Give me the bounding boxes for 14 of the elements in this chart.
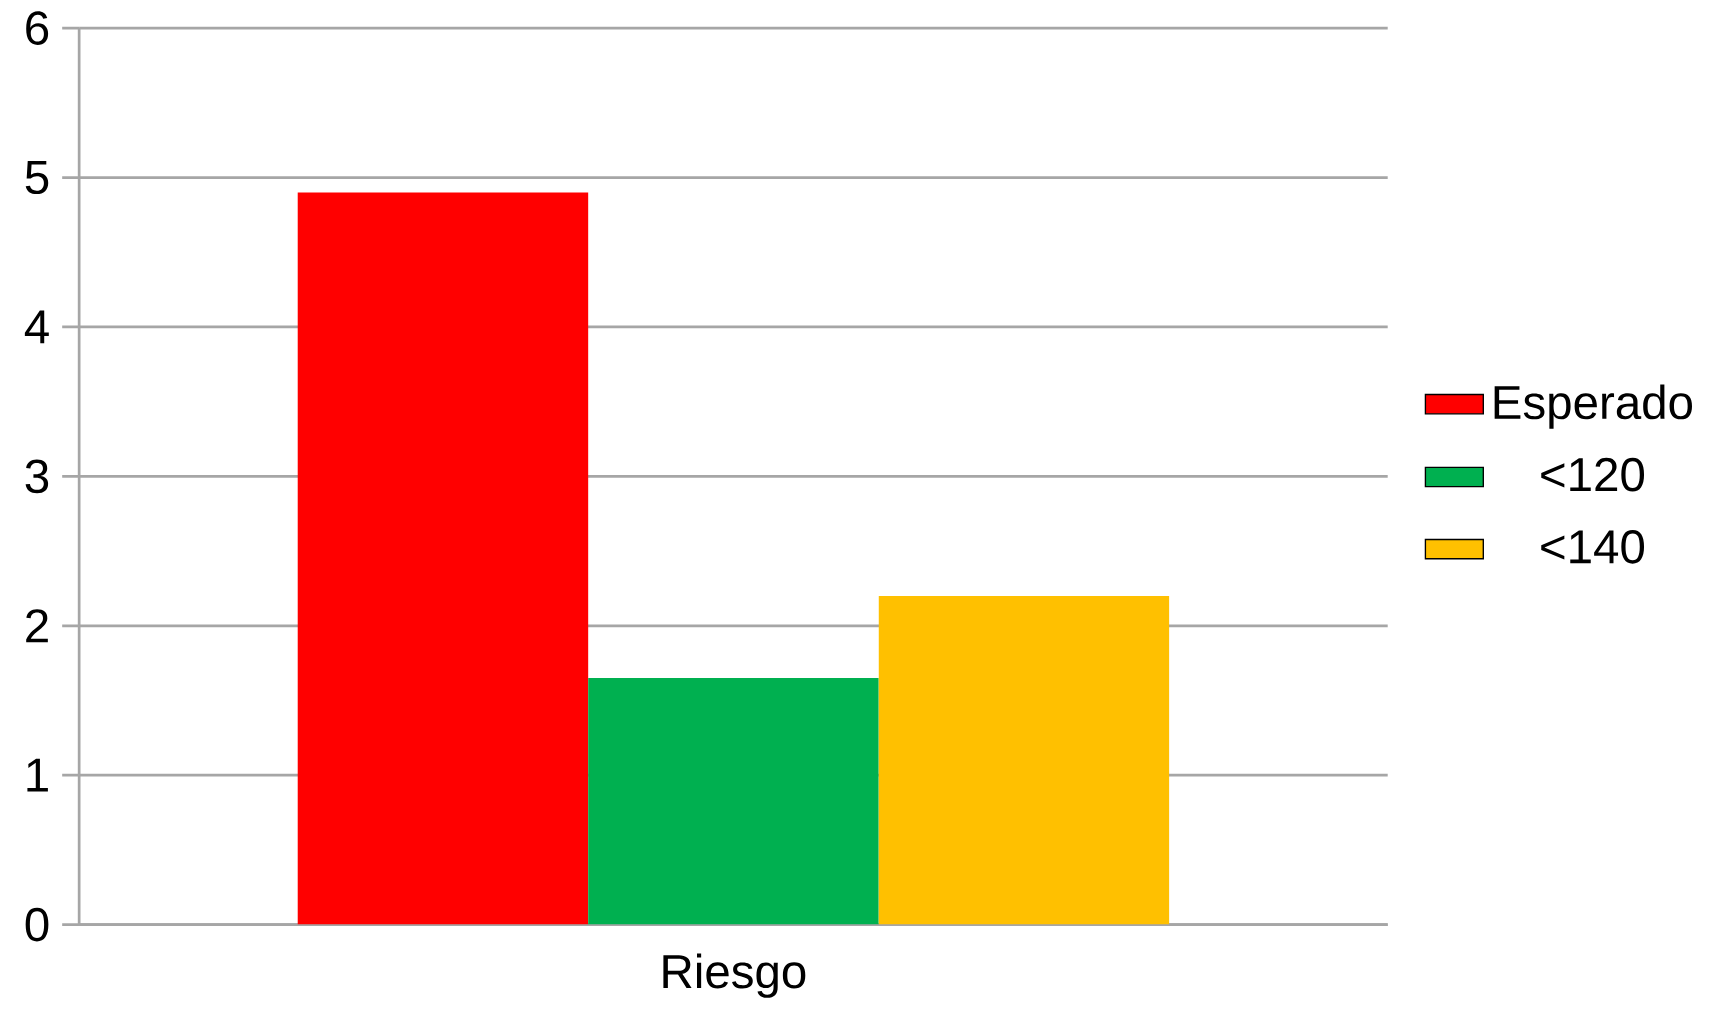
x-tick-label: Riesgo [663, 953, 806, 999]
y-tick-label: 2 [26, 609, 48, 643]
y-tick-label: 5 [25, 161, 49, 195]
legend-label: Esperado [1494, 384, 1693, 429]
y-tick-label: 4 [24, 310, 49, 344]
bar [878, 596, 1170, 925]
legend-label: <140 [1541, 530, 1645, 564]
bar [588, 678, 879, 925]
y-tick-label: 6 [26, 11, 49, 46]
y-tick-label: 1 [27, 759, 48, 792]
y-tick-label: 3 [25, 459, 49, 494]
y-tick-label: 0 [25, 907, 49, 942]
legend-label: <120 [1541, 458, 1645, 492]
bar [297, 192, 589, 925]
